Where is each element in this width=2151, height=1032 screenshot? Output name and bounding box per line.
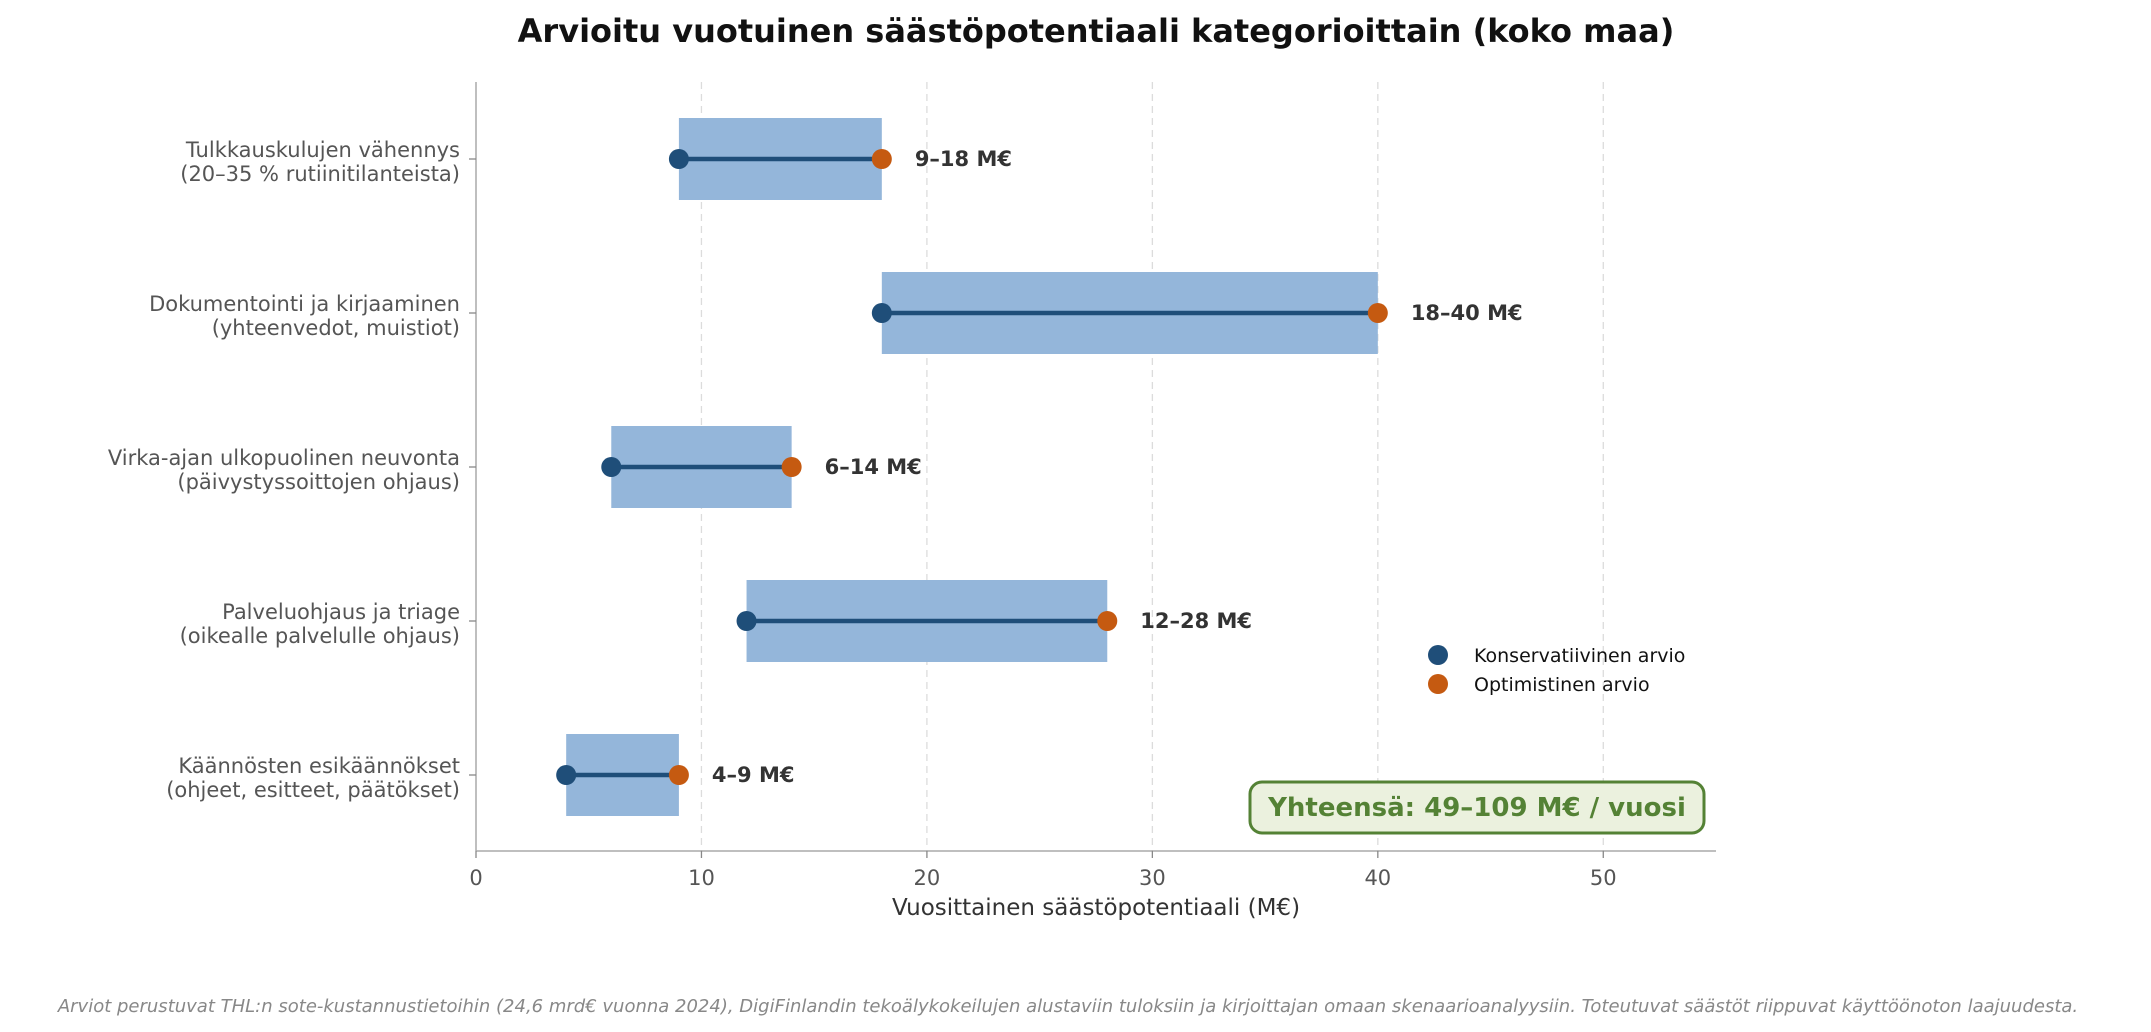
point-optimistic-4 <box>668 765 689 785</box>
category-label-0: Tulkkauskulujen vähennys <box>185 138 460 162</box>
legend-label-conservative: Konservatiivinen arvio <box>1474 645 1685 667</box>
point-optimistic-3 <box>1097 611 1118 631</box>
legend-marker-conservative <box>1428 645 1448 665</box>
legend-label-optimistic: Optimistinen arvio <box>1474 674 1650 696</box>
legend-marker-optimistic <box>1428 674 1448 694</box>
category-sublabel-0: (20–35 % rutiinitilanteista) <box>180 162 460 186</box>
data-label-4: 4–9 M€ <box>712 763 795 787</box>
x-axis-label: Vuosittainen säästöpotentiaali (M€) <box>892 895 1300 921</box>
data-label-2: 6–14 M€ <box>825 455 922 479</box>
point-optimistic-1 <box>1367 303 1388 323</box>
total-box-text: Yhteensä: 49–109 M€ / vuosi <box>1267 793 1686 823</box>
x-tick-label-4: 40 <box>1364 866 1391 890</box>
category-sublabel-2: (päivystyssoittojen ohjaus) <box>177 470 460 494</box>
x-tick-label-1: 10 <box>688 866 715 890</box>
point-conservative-3 <box>736 611 757 631</box>
category-label-3: Palveluohjaus ja triage <box>222 600 460 624</box>
x-tick-label-3: 30 <box>1139 866 1166 890</box>
x-axis-ticks: 0 10 20 30 40 50 <box>469 851 1617 890</box>
range-bars: 9–18 M€ 18–40 M€ 6–14 M€ 12–28 M€ 4–9 M€ <box>556 118 1523 816</box>
category-label-4: Käännösten esikäännökset <box>178 754 460 778</box>
point-conservative-2 <box>601 457 622 477</box>
total-box-frame <box>1248 780 1706 835</box>
footnote: Arviot perustuvat THL:n sote-kustannusti… <box>57 996 2078 1017</box>
x-tick-label-0: 0 <box>469 866 482 890</box>
point-conservative-0 <box>668 149 689 169</box>
x-tick-label-2: 20 <box>914 866 941 890</box>
legend: Konservatiivinen arvio Optimistinen arvi… <box>1428 645 1685 696</box>
point-conservative-4 <box>556 765 577 785</box>
point-optimistic-0 <box>871 149 892 169</box>
total-box: Yhteensä: 49–109 M€ / vuosi <box>1248 780 1706 835</box>
chart-title: Arvioitu vuotuinen säästöpotentiaali kat… <box>518 12 1675 50</box>
data-label-3: 12–28 M€ <box>1140 609 1252 633</box>
data-label-0: 9–18 M€ <box>915 147 1012 171</box>
point-conservative-1 <box>871 303 892 323</box>
category-sublabel-4: (ohjeet, esitteet, päätökset) <box>166 778 460 802</box>
y-axis-categories: Tulkkauskulujen vähennys(20–35 % rutiini… <box>108 138 476 802</box>
point-optimistic-2 <box>781 457 802 477</box>
data-label-1: 18–40 M€ <box>1411 301 1523 325</box>
x-tick-label-5: 50 <box>1590 866 1617 890</box>
category-label-2: Virka-ajan ulkopuolinen neuvonta <box>108 446 460 470</box>
category-label-1: Dokumentointi ja kirjaaminen <box>149 292 460 316</box>
category-sublabel-1: (yhteenvedot, muistiot) <box>212 316 460 340</box>
category-sublabel-3: (oikealle palvelulle ohjaus) <box>180 624 460 648</box>
